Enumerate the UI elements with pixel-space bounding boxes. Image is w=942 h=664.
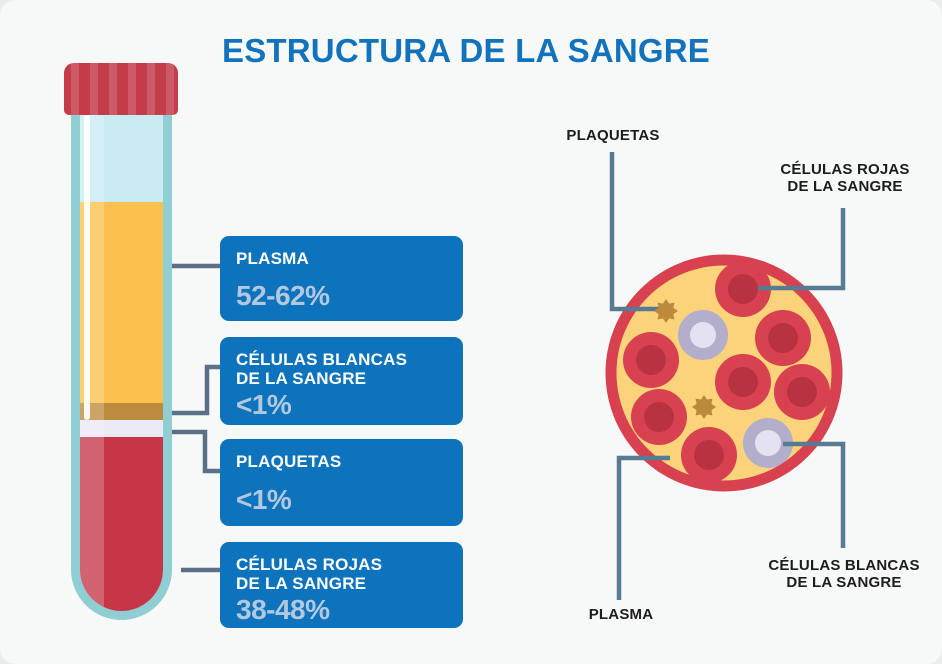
red-blood-cells	[623, 261, 830, 483]
drop-red-cells-connector-line	[758, 208, 846, 291]
callout-red-cells-value: 38-48%	[236, 594, 330, 625]
callout-white-cells-value: <1%	[236, 389, 292, 420]
callout-plasma-value: 52-62%	[236, 280, 330, 311]
callout-platelets: PLAQUETAS <1%	[220, 439, 463, 526]
drop-label-platelets: PLAQUETAS	[566, 127, 660, 144]
callout-platelets-title: PLAQUETAS	[236, 452, 342, 471]
white-cells-layer	[80, 403, 163, 420]
callout-plasma-title: PLASMA	[236, 249, 309, 268]
red-cell-inner	[636, 345, 666, 375]
blood-drop-circle	[605, 254, 843, 492]
red-cell-outer	[681, 427, 737, 483]
drop-label-white-cells-line1: CÉLULAS BLANCAS	[768, 557, 920, 574]
red-cell-outer	[623, 332, 679, 388]
callout-red-cells-title2: DE LA SANGRE	[236, 574, 367, 593]
red-cell-outer	[774, 364, 830, 420]
callout-platelets-value: <1%	[236, 484, 292, 515]
white-cell-outer	[678, 310, 728, 360]
platelets-connector-line	[172, 429, 220, 474]
tube-cap	[64, 63, 178, 115]
red-cell-inner	[644, 402, 674, 432]
red-cell-inner	[787, 377, 817, 407]
red-cell-outer	[715, 354, 771, 410]
white-cell-outer	[743, 418, 793, 468]
drop-platelets-connector-line	[609, 152, 661, 312]
platelet-stars	[654, 299, 716, 419]
drop-label-white-cells-line2: DE LA SANGRE	[786, 574, 902, 591]
callout-plasma: PLASMA 52-62%	[220, 236, 463, 321]
callout-white-cells: CÉLULAS BLANCAS DE LA SANGRE <1%	[220, 337, 463, 425]
tube-glass	[71, 106, 172, 620]
white-blood-cells	[678, 310, 793, 468]
glass-highlight-stripe	[84, 114, 90, 420]
callout-red-cells: CÉLULAS ROJAS DE LA SANGRE 38-48%	[220, 542, 463, 628]
page-title: ESTRUCTURA DE LA SANGRE	[222, 32, 710, 69]
red-cell-inner	[728, 367, 758, 397]
red-cell-outer	[755, 310, 811, 366]
platelets-layer	[80, 420, 163, 437]
callout-red-cells-title: CÉLULAS ROJAS	[236, 555, 383, 574]
red-cell-inner	[694, 440, 724, 470]
drop-white-cells-connector-line	[783, 441, 846, 548]
drop-label-red-cells: CÉLULAS ROJAS DE LA SANGRE	[764, 161, 926, 195]
drop-label-red-cells-line2: DE LA SANGRE	[787, 178, 903, 195]
drop-plasma-connector-line	[616, 455, 670, 600]
callout-white-cells-title2: DE LA SANGRE	[236, 369, 367, 388]
drop-label-plasma: PLASMA	[588, 606, 654, 623]
white-cells-connector-line	[172, 364, 220, 416]
tube-contents	[80, 106, 163, 611]
white-cell-inner	[755, 430, 781, 456]
platelet-star	[654, 299, 678, 323]
plasma-layer	[80, 202, 163, 403]
white-cell-inner	[690, 322, 716, 348]
red-cell-outer	[631, 389, 687, 445]
drop-label-red-cells-line1: CÉLULAS ROJAS	[780, 161, 910, 178]
platelet-star	[692, 395, 716, 419]
red-cell-inner	[768, 323, 798, 353]
callout-white-cells-title: CÉLULAS BLANCAS	[236, 350, 408, 369]
red-cell-inner	[728, 274, 758, 304]
red-cells-layer	[80, 437, 163, 611]
red-cell-outer	[715, 261, 771, 317]
drop-label-white-cells: CÉLULAS BLANCAS DE LA SANGRE	[763, 557, 925, 591]
